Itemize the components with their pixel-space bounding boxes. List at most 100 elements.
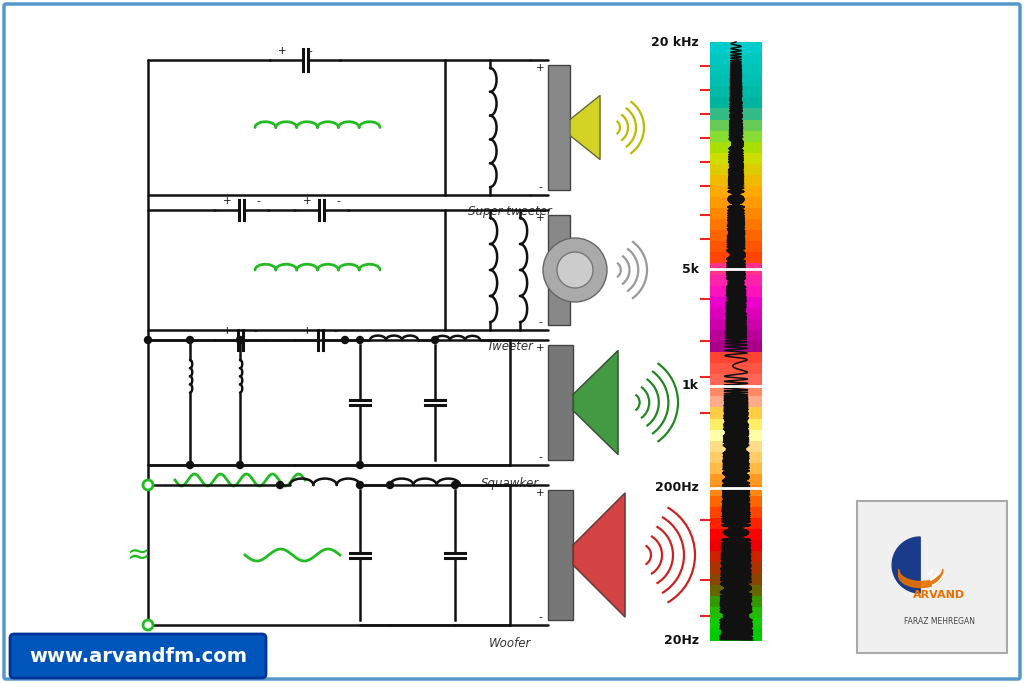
Bar bbox=[710, 563, 762, 574]
Bar bbox=[710, 141, 762, 154]
Text: +: + bbox=[222, 326, 231, 336]
Text: -: - bbox=[336, 196, 340, 206]
Text: -: - bbox=[539, 452, 542, 462]
Circle shape bbox=[356, 462, 364, 469]
Circle shape bbox=[143, 480, 153, 490]
Bar bbox=[710, 285, 762, 298]
Bar bbox=[710, 296, 762, 309]
Bar bbox=[710, 308, 762, 320]
Text: www.arvandfm.com: www.arvandfm.com bbox=[29, 647, 247, 665]
Bar bbox=[710, 529, 762, 541]
Text: Woofer: Woofer bbox=[488, 637, 531, 650]
Bar bbox=[710, 485, 762, 497]
Bar bbox=[710, 230, 762, 242]
Bar bbox=[710, 164, 762, 176]
Circle shape bbox=[543, 238, 607, 302]
Circle shape bbox=[186, 462, 194, 469]
Circle shape bbox=[237, 462, 244, 469]
Bar bbox=[710, 42, 762, 54]
Text: -: - bbox=[539, 317, 542, 327]
Bar bbox=[710, 319, 762, 331]
Bar bbox=[710, 120, 762, 131]
Bar bbox=[710, 474, 762, 486]
Bar bbox=[710, 264, 762, 275]
Text: +: + bbox=[278, 46, 287, 56]
Polygon shape bbox=[573, 493, 625, 617]
Circle shape bbox=[356, 337, 364, 344]
Bar bbox=[710, 629, 762, 641]
Circle shape bbox=[431, 337, 438, 344]
Text: Squawker: Squawker bbox=[481, 477, 539, 490]
Polygon shape bbox=[892, 537, 921, 593]
Text: +: + bbox=[536, 488, 545, 498]
Bar bbox=[710, 330, 762, 342]
Text: +: + bbox=[303, 326, 311, 336]
Text: Super tweeter: Super tweeter bbox=[468, 205, 552, 218]
Circle shape bbox=[143, 620, 153, 630]
Bar bbox=[710, 208, 762, 220]
Text: ARVAND: ARVAND bbox=[913, 590, 966, 600]
Circle shape bbox=[356, 482, 364, 488]
Circle shape bbox=[341, 337, 348, 344]
Bar bbox=[710, 352, 762, 364]
Bar bbox=[710, 153, 762, 165]
Bar bbox=[710, 241, 762, 253]
Text: 200Hz: 200Hz bbox=[655, 481, 699, 494]
Bar bbox=[710, 430, 762, 441]
Bar bbox=[710, 419, 762, 430]
Text: -: - bbox=[253, 326, 257, 336]
Bar bbox=[710, 463, 762, 475]
Text: +: + bbox=[303, 196, 311, 206]
Text: Tweeter: Tweeter bbox=[486, 340, 534, 353]
Bar bbox=[710, 574, 762, 585]
Text: -: - bbox=[539, 182, 542, 192]
Text: +: + bbox=[536, 213, 545, 223]
Bar bbox=[710, 186, 762, 198]
Bar bbox=[710, 607, 762, 619]
Bar bbox=[710, 109, 762, 120]
Bar bbox=[710, 363, 762, 375]
Bar bbox=[710, 618, 762, 630]
Text: ≈: ≈ bbox=[126, 541, 150, 569]
Bar bbox=[710, 496, 762, 508]
Bar bbox=[710, 451, 762, 464]
Text: 1k: 1k bbox=[682, 379, 699, 392]
Text: 5k: 5k bbox=[682, 263, 699, 276]
Bar bbox=[710, 507, 762, 519]
Bar bbox=[548, 215, 570, 325]
Bar bbox=[710, 585, 762, 596]
FancyBboxPatch shape bbox=[857, 501, 1007, 653]
Circle shape bbox=[452, 482, 459, 488]
Bar bbox=[548, 490, 573, 620]
FancyBboxPatch shape bbox=[10, 634, 266, 678]
Bar bbox=[710, 374, 762, 386]
Bar bbox=[710, 396, 762, 408]
Circle shape bbox=[237, 337, 244, 344]
Bar bbox=[710, 219, 762, 231]
Text: -: - bbox=[308, 46, 312, 56]
Bar bbox=[710, 441, 762, 453]
Text: -: - bbox=[256, 196, 260, 206]
Bar bbox=[710, 551, 762, 563]
Bar bbox=[710, 175, 762, 186]
Circle shape bbox=[386, 482, 393, 488]
Text: FARAZ MEHREGAN: FARAZ MEHREGAN bbox=[904, 617, 975, 626]
Bar bbox=[710, 540, 762, 553]
Text: +: + bbox=[536, 63, 545, 73]
Text: -: - bbox=[333, 326, 337, 336]
Polygon shape bbox=[573, 350, 618, 454]
Bar bbox=[710, 64, 762, 76]
FancyBboxPatch shape bbox=[4, 4, 1020, 679]
Circle shape bbox=[276, 482, 284, 488]
Bar bbox=[710, 408, 762, 419]
Circle shape bbox=[557, 252, 593, 288]
Text: 20Hz: 20Hz bbox=[664, 634, 699, 647]
Bar bbox=[710, 86, 762, 98]
Bar bbox=[710, 75, 762, 87]
Text: 20 kHz: 20 kHz bbox=[651, 36, 699, 48]
Bar bbox=[710, 596, 762, 608]
Circle shape bbox=[144, 337, 152, 344]
Bar bbox=[710, 253, 762, 264]
Bar bbox=[710, 98, 762, 109]
Polygon shape bbox=[570, 96, 600, 160]
